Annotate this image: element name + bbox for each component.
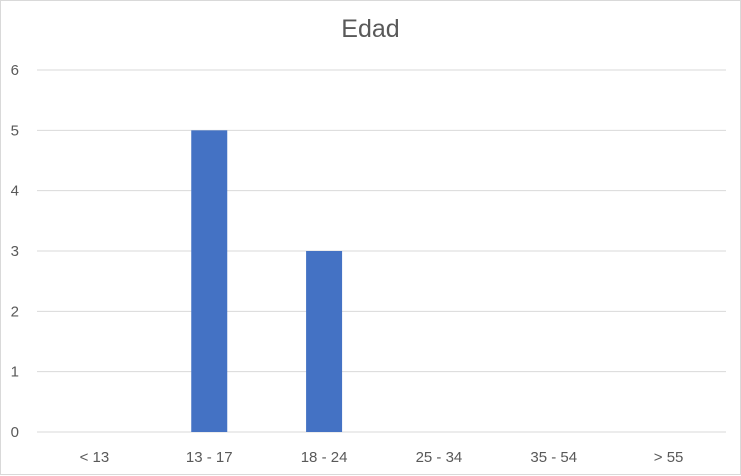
y-tick-label: 1 (11, 364, 19, 381)
y-tick-label: 0 (11, 424, 19, 441)
y-tick-label: 3 (11, 243, 19, 260)
bar-2 (191, 130, 228, 433)
y-tick-label: 6 (11, 62, 19, 79)
y-tick-label: 4 (11, 183, 19, 200)
x-tick-label: 18 - 24 (301, 449, 348, 466)
x-tick-label: > 55 (654, 449, 684, 466)
chart-title: Edad (341, 15, 400, 43)
y-tick-label: 2 (11, 303, 19, 320)
bar-3 (306, 251, 343, 432)
x-tick-label: 25 - 34 (416, 449, 463, 466)
x-tick-label: < 13 (80, 449, 110, 466)
x-tick-label: 35 - 54 (530, 449, 577, 466)
x-tick-label: 13 - 17 (186, 449, 233, 466)
y-tick-label: 5 (11, 122, 19, 139)
